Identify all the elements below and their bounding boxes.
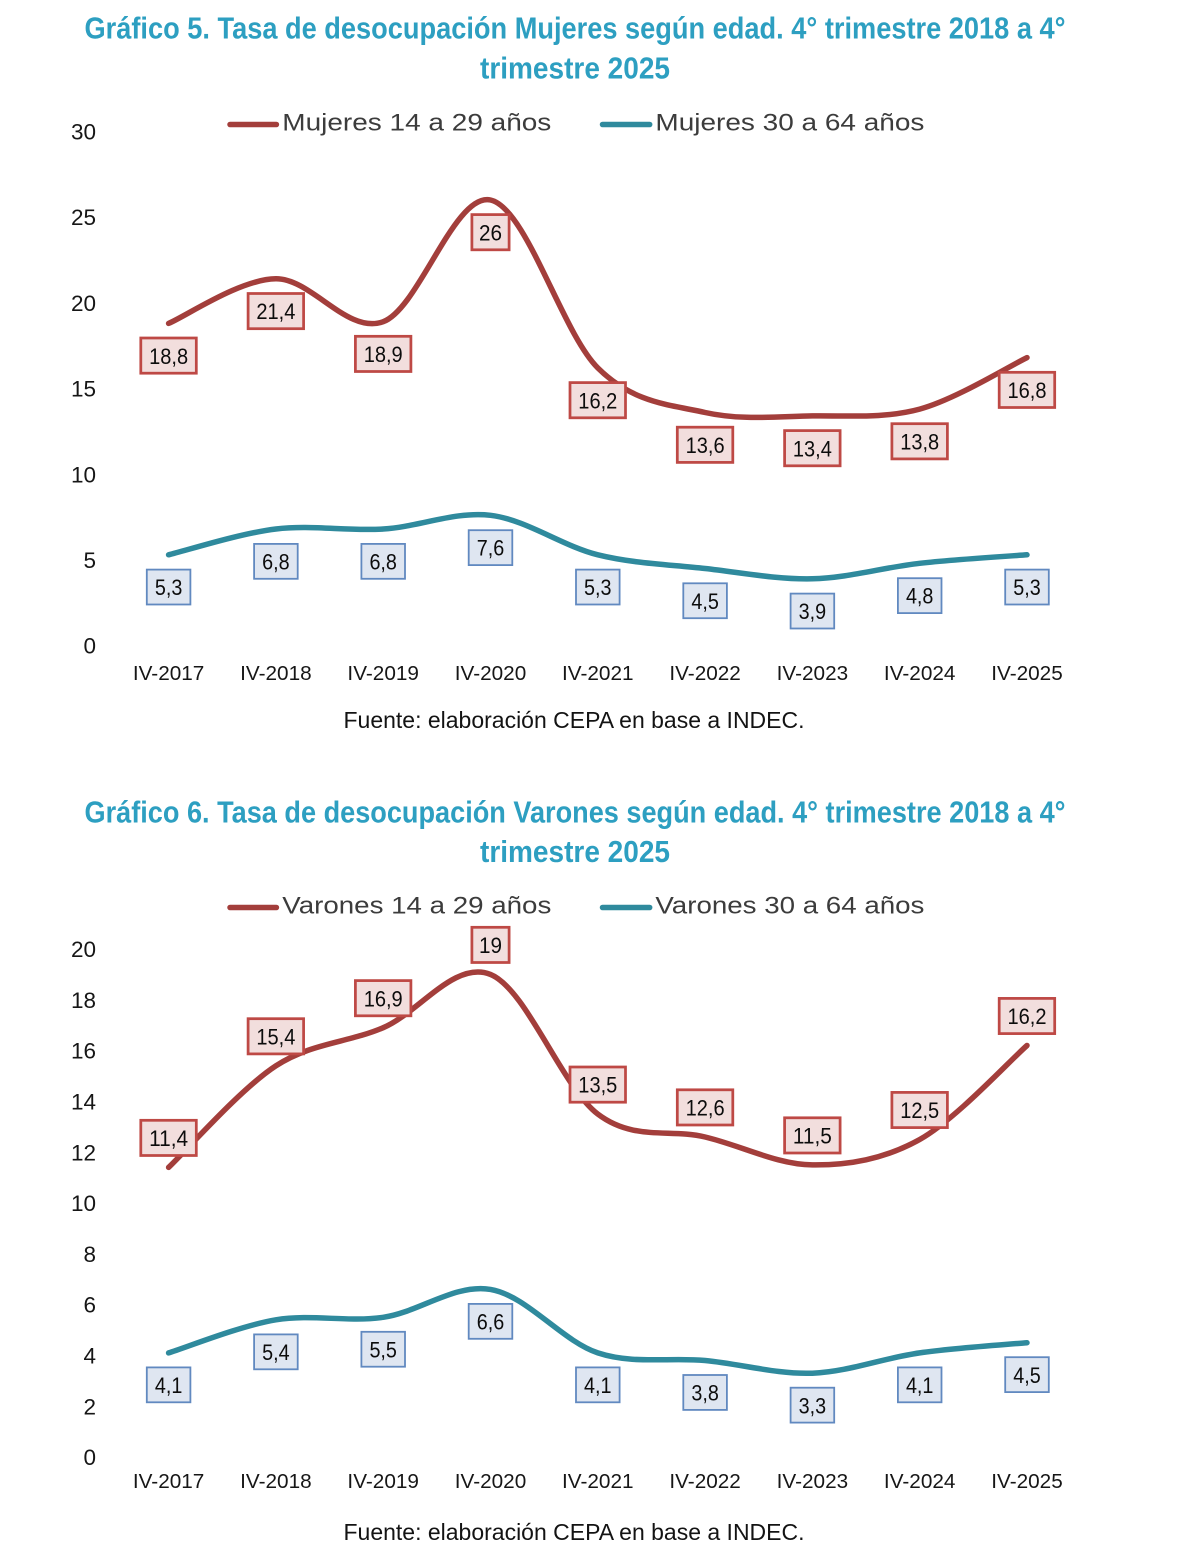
svg-text:15: 15 <box>71 377 96 402</box>
svg-text:4: 4 <box>83 1344 96 1369</box>
svg-text:3,9: 3,9 <box>799 599 827 624</box>
svg-text:trimestre 2025: trimestre 2025 <box>480 835 670 869</box>
svg-text:20: 20 <box>71 291 96 316</box>
svg-text:IV-2020: IV-2020 <box>455 1471 527 1493</box>
svg-text:10: 10 <box>71 462 96 487</box>
svg-text:trimestre 2025: trimestre 2025 <box>480 52 670 86</box>
svg-text:IV-2017: IV-2017 <box>133 663 205 685</box>
svg-text:IV-2022: IV-2022 <box>669 663 741 685</box>
svg-text:4,5: 4,5 <box>1013 1363 1041 1388</box>
svg-text:4,8: 4,8 <box>906 584 934 609</box>
svg-text:6,6: 6,6 <box>477 1310 505 1335</box>
svg-text:6: 6 <box>83 1293 96 1318</box>
svg-text:5: 5 <box>83 548 96 573</box>
svg-text:14: 14 <box>71 1090 96 1115</box>
svg-text:3,3: 3,3 <box>799 1393 827 1418</box>
svg-text:18: 18 <box>71 988 96 1013</box>
svg-text:IV-2023: IV-2023 <box>777 1471 849 1493</box>
svg-text:6,8: 6,8 <box>369 549 397 574</box>
svg-text:10: 10 <box>71 1191 96 1216</box>
svg-text:Varones 14 a 29 años: Varones 14 a 29 años <box>282 893 551 920</box>
svg-text:13,5: 13,5 <box>578 1073 617 1098</box>
svg-text:11,5: 11,5 <box>793 1124 832 1149</box>
svg-text:15,4: 15,4 <box>256 1024 295 1049</box>
svg-text:12,6: 12,6 <box>686 1096 725 1121</box>
svg-text:3,8: 3,8 <box>691 1381 719 1406</box>
svg-text:Fuente: elaboración CEPA en ba: Fuente: elaboración CEPA en base a INDEC… <box>344 707 805 733</box>
svg-text:IV-2017: IV-2017 <box>133 1471 205 1493</box>
svg-text:4,1: 4,1 <box>906 1373 934 1398</box>
svg-text:IV-2018: IV-2018 <box>240 663 312 685</box>
svg-text:IV-2023: IV-2023 <box>777 663 849 685</box>
svg-text:Varones 30 a 64 años: Varones 30 a 64 años <box>655 893 924 920</box>
svg-text:Gráfico 5. Tasa de desocupació: Gráfico 5. Tasa de desocupación Mujeres … <box>85 12 1066 46</box>
svg-text:7,6: 7,6 <box>477 536 505 561</box>
svg-text:13,6: 13,6 <box>686 433 725 458</box>
svg-text:16,9: 16,9 <box>364 986 403 1011</box>
svg-text:2: 2 <box>83 1394 96 1419</box>
svg-text:IV-2025: IV-2025 <box>991 663 1063 685</box>
svg-text:13,4: 13,4 <box>793 436 832 461</box>
svg-text:5,4: 5,4 <box>262 1340 290 1365</box>
svg-text:11,4: 11,4 <box>149 1126 188 1151</box>
svg-text:0: 0 <box>83 634 96 659</box>
svg-text:16,2: 16,2 <box>578 388 617 413</box>
svg-text:13,8: 13,8 <box>900 430 939 455</box>
svg-text:6,8: 6,8 <box>262 549 290 574</box>
svg-text:5,3: 5,3 <box>155 575 183 600</box>
svg-text:IV-2021: IV-2021 <box>562 1471 634 1493</box>
svg-text:Gráfico 6. Tasa de desocupació: Gráfico 6. Tasa de desocupación Varones … <box>85 796 1066 830</box>
svg-text:20: 20 <box>71 937 96 962</box>
svg-text:5,3: 5,3 <box>1013 575 1041 600</box>
svg-text:4,1: 4,1 <box>155 1373 183 1398</box>
svg-text:IV-2019: IV-2019 <box>347 1471 419 1493</box>
svg-text:16,2: 16,2 <box>1008 1004 1047 1029</box>
svg-text:IV-2020: IV-2020 <box>455 663 527 685</box>
svg-text:IV-2019: IV-2019 <box>347 663 419 685</box>
svg-text:IV-2022: IV-2022 <box>669 1471 741 1493</box>
svg-text:IV-2021: IV-2021 <box>562 663 634 685</box>
svg-text:IV-2024: IV-2024 <box>884 1471 956 1493</box>
svg-text:IV-2024: IV-2024 <box>884 663 956 685</box>
svg-text:16: 16 <box>71 1039 96 1064</box>
svg-text:Mujeres 14 a 29 años: Mujeres 14 a 29 años <box>282 110 551 137</box>
svg-text:25: 25 <box>71 205 96 230</box>
svg-text:12,5: 12,5 <box>900 1098 939 1123</box>
svg-text:19: 19 <box>479 933 502 958</box>
svg-text:0: 0 <box>83 1445 96 1470</box>
svg-text:5,5: 5,5 <box>369 1337 397 1362</box>
svg-text:IV-2018: IV-2018 <box>240 1471 312 1493</box>
svg-text:4,5: 4,5 <box>691 589 719 614</box>
svg-text:30: 30 <box>71 120 96 145</box>
svg-text:18,8: 18,8 <box>149 344 188 369</box>
svg-text:18,9: 18,9 <box>364 342 403 367</box>
svg-text:5,3: 5,3 <box>584 575 612 600</box>
svg-text:4,1: 4,1 <box>584 1373 612 1398</box>
svg-text:12: 12 <box>71 1140 96 1165</box>
svg-text:Mujeres 30 a 64 años: Mujeres 30 a 64 años <box>655 110 924 137</box>
svg-text:26: 26 <box>479 220 502 245</box>
svg-text:IV-2025: IV-2025 <box>991 1471 1063 1493</box>
svg-text:21,4: 21,4 <box>256 299 295 324</box>
svg-text:8: 8 <box>83 1242 96 1267</box>
svg-text:16,8: 16,8 <box>1008 378 1047 403</box>
svg-text:Fuente: elaboración CEPA en ba: Fuente: elaboración CEPA en base a INDEC… <box>344 1519 805 1545</box>
